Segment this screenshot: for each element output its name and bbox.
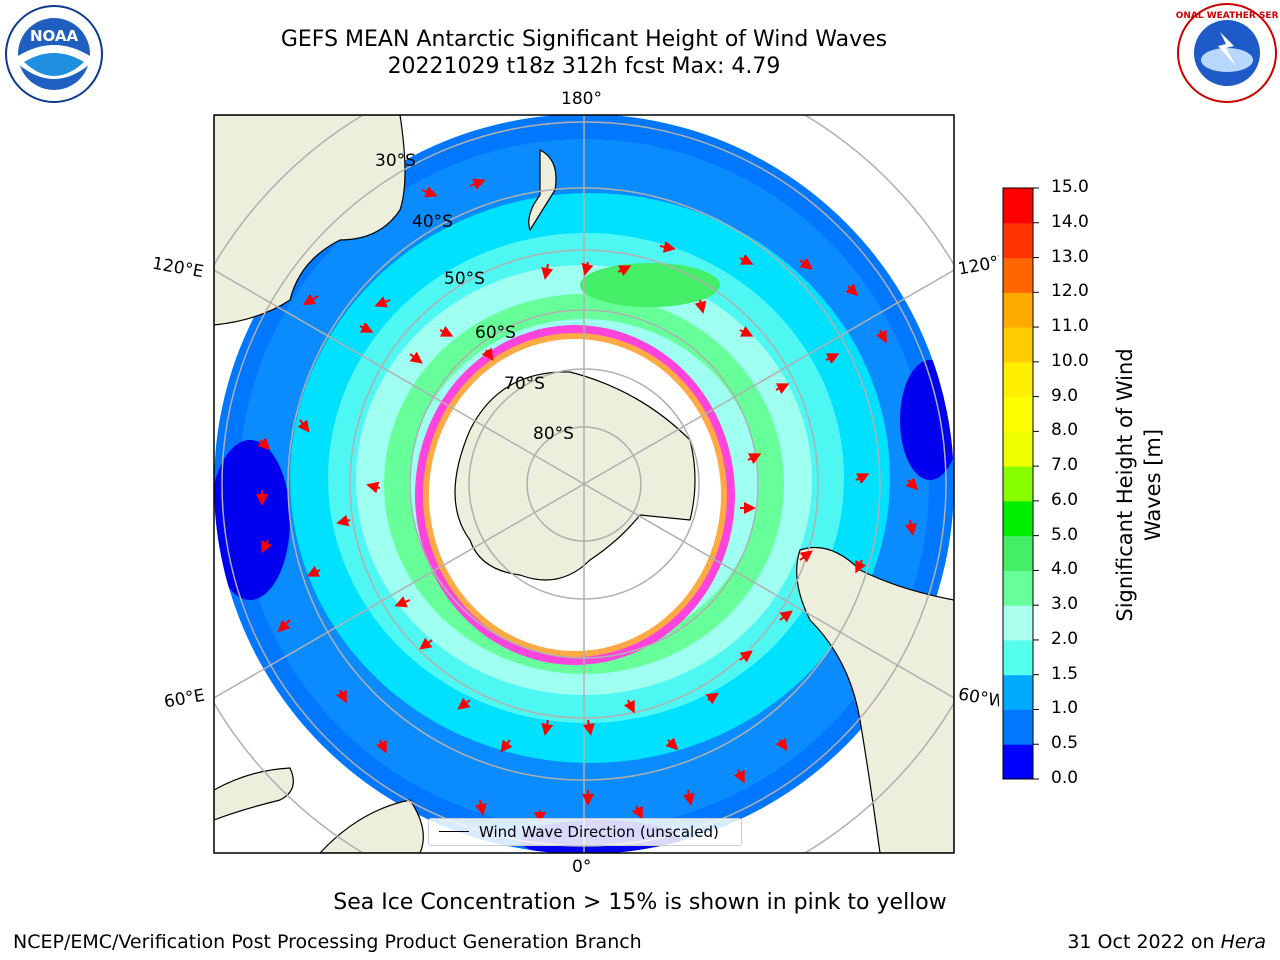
map-title: GEFS MEAN Antarctic Significant Height o… [280, 27, 888, 52]
nws-logo-text: NATIONAL WEATHER SERVICE [1176, 11, 1278, 21]
map-subtitle: 20221029 t18z 312h fcst Max: 4.79 [387, 54, 781, 79]
lat-label-70s: 70°S [504, 374, 545, 394]
colorbar-segment [1003, 744, 1033, 780]
colorbar-segment [1003, 639, 1033, 676]
colorbar-segment [1003, 570, 1033, 606]
colorbar-tick-label: 13.0 [1051, 246, 1089, 267]
lon-label-bottom: 0° [572, 857, 592, 877]
antarctica-landmass [454, 371, 696, 581]
footer-org: NCEP/EMC/Verification Post Processing Pr… [13, 931, 642, 953]
colorbar-segment [1003, 431, 1033, 467]
colorbar-tick-label: 14.0 [1051, 211, 1089, 232]
colorbar-tick-label: 0.0 [1051, 768, 1079, 788]
colorbar-label: Significant Height of Wind Waves [m] [1113, 348, 1165, 621]
colorbar-segment [1003, 327, 1033, 363]
colorbar-segment [1003, 500, 1033, 537]
lat-label-50s: 50°S [444, 269, 485, 289]
colorbar-segment [1003, 292, 1033, 328]
colorbar-tick-label: 2.0 [1051, 628, 1079, 649]
colorbar-segment [1003, 535, 1033, 571]
sea-ice-caption: Sea Ice Concentration > 15% is shown in … [333, 890, 947, 915]
footer-date-text: 31 Oct 2022 on [1067, 931, 1221, 953]
nws-logo: NATIONAL WEATHER SERVICE [1152, 2, 1280, 104]
colorbar-segment [1003, 361, 1033, 398]
lon-label-top: 180° [561, 89, 602, 109]
noaa-logo: NOAA [4, 4, 104, 104]
colorbar-tick-label: 4.0 [1051, 559, 1079, 580]
colorbar-tick-label: 9.0 [1051, 385, 1079, 406]
map-frame [213, 114, 955, 854]
colorbar-tick-label: 10.0 [1051, 350, 1089, 371]
colorbar-segment [1003, 466, 1033, 502]
colorbar-tick-label: 5.0 [1051, 524, 1079, 545]
wind-wave-arrows [256, 178, 919, 824]
colorbar-segment [1003, 709, 1033, 745]
footer-system: Hera [1220, 931, 1266, 953]
colorbar-tick-label: 1.0 [1051, 698, 1079, 719]
colorbar-tick-label: 1.5 [1051, 663, 1079, 684]
colorbar-segment [1003, 257, 1033, 293]
lat-label-40s: 40°S [412, 212, 453, 232]
colorbar-label-line1: Significant Height of Wind [1113, 348, 1137, 621]
footer-date: 31 Oct 2022 on Hera [1067, 931, 1266, 953]
colorbar-label-line2: Waves [m] [1141, 429, 1165, 541]
colorbar-segment [1003, 396, 1033, 432]
colorbar-tick-label: 0.5 [1051, 733, 1079, 754]
lat-label-30s: 30°S [375, 151, 416, 171]
noaa-logo-text: NOAA [30, 27, 79, 45]
colorbar-tick-label: 15.0 [1051, 177, 1089, 197]
colorbar-tick-label: 3.0 [1051, 594, 1079, 615]
lat-label-60s: 60°S [475, 323, 516, 343]
colorbar-segment [1003, 674, 1033, 710]
legend-line-sample [439, 831, 469, 832]
legend-label: Wind Wave Direction (unscaled) [479, 823, 719, 841]
colorbar-segment [1003, 222, 1033, 259]
colorbar-tick-label: 8.0 [1051, 420, 1079, 441]
colorbar-tick-label: 12.0 [1051, 281, 1089, 302]
colorbar-tick-label: 7.0 [1051, 455, 1079, 476]
africa-landmass-south [319, 799, 424, 853]
new-zealand-landmass [528, 149, 557, 232]
colorbar-segment [1003, 188, 1033, 224]
colorbar-tick-label: 11.0 [1051, 316, 1089, 337]
colorbar-tick-label: 6.0 [1051, 489, 1079, 510]
lat-label-80s: 80°S [533, 424, 574, 444]
colorbar [1002, 187, 1039, 780]
map-legend: Wind Wave Direction (unscaled) [428, 818, 742, 846]
colorbar-segment [1003, 605, 1033, 641]
